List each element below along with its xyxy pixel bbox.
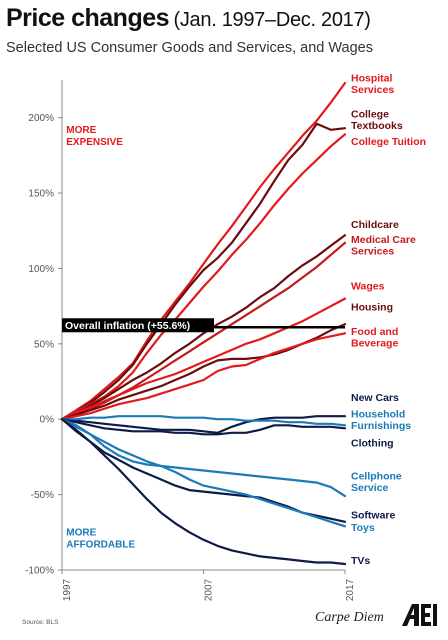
series-line-new-cars <box>60 415 347 434</box>
series-label-wages: Wages <box>351 281 385 293</box>
x-tick-label: 1997 <box>62 578 73 601</box>
series-label-food-and-beverage: Beverage <box>351 337 398 349</box>
y-tick-label: 200% <box>28 113 54 124</box>
series-label-cellphone-service: Service <box>351 482 389 494</box>
region-label-more-affordable: AFFORDABLE <box>66 539 135 550</box>
series-line-toys <box>60 418 347 528</box>
series-line-clothing <box>60 418 347 436</box>
series-label-clothing: Clothing <box>351 437 394 449</box>
series-line-food-and-beverage <box>60 332 347 421</box>
series-label-college-textbooks: Textbooks <box>351 120 403 132</box>
y-tick-label: -50% <box>31 490 54 501</box>
region-label-more-expensive: MORE <box>66 125 96 136</box>
series-line-cellphone-service <box>60 418 347 498</box>
series-label-toys: Toys <box>351 522 375 534</box>
series-line-household-furnishings <box>60 415 347 427</box>
series-label-medical-care-services: Medical Care <box>351 234 416 246</box>
y-tick-label: 100% <box>28 264 54 275</box>
chart-title: Price changes (Jan. 1997–Dec. 2017) <box>6 4 371 33</box>
title-date-range: (Jan. 1997–Dec. 2017) <box>173 9 371 31</box>
series-line-college-textbooks <box>60 122 347 421</box>
chart-subtitle: Selected US Consumer Goods and Services,… <box>6 40 373 56</box>
series-label-new-cars: New Cars <box>351 392 399 404</box>
series-label-software: Software <box>351 510 396 522</box>
series-line-childcare <box>60 234 347 421</box>
brand-name: Carpe Diem <box>315 610 384 625</box>
series-label-household-furnishings: Household <box>351 409 405 421</box>
series-label-hospital-services: Hospital <box>351 73 393 85</box>
series-label-college-textbooks: College <box>351 109 389 121</box>
inflation-label-box <box>62 318 214 333</box>
series-label-medical-care-services: Services <box>351 245 394 257</box>
series-label-tvs: TVs <box>351 555 370 567</box>
region-label-more-expensive: EXPENSIVE <box>66 137 123 148</box>
series-label-college-tuition: College Tuition <box>351 136 426 148</box>
region-label-more-affordable: MORE <box>66 527 96 538</box>
x-tick-label: 2017 <box>345 578 356 601</box>
inflation-label: Overall inflation (+55.6%) <box>65 320 190 332</box>
y-tick-label: 50% <box>34 339 54 350</box>
y-tick-label: -100% <box>25 566 54 577</box>
series-label-childcare: Childcare <box>351 219 399 231</box>
title-main: Price changes <box>6 4 170 32</box>
y-tick-label: 150% <box>28 189 54 200</box>
series-label-hospital-services: Services <box>351 84 394 96</box>
series-line-college-tuition <box>60 133 347 421</box>
aei-logo <box>402 604 437 626</box>
source-note: Source: BLS <box>22 619 59 626</box>
y-tick-label: 0% <box>40 415 55 426</box>
series-label-household-furnishings: Furnishings <box>351 420 411 432</box>
x-tick-label: 2007 <box>204 578 215 601</box>
series-label-food-and-beverage: Food and <box>351 326 398 338</box>
series-line-tvs <box>60 418 347 566</box>
series-label-cellphone-service: Cellphone <box>351 471 402 483</box>
series-line-housing <box>60 323 347 421</box>
series-line-wages <box>60 297 347 421</box>
series-line-hospital-services <box>60 81 347 421</box>
series-label-housing: Housing <box>351 302 393 314</box>
